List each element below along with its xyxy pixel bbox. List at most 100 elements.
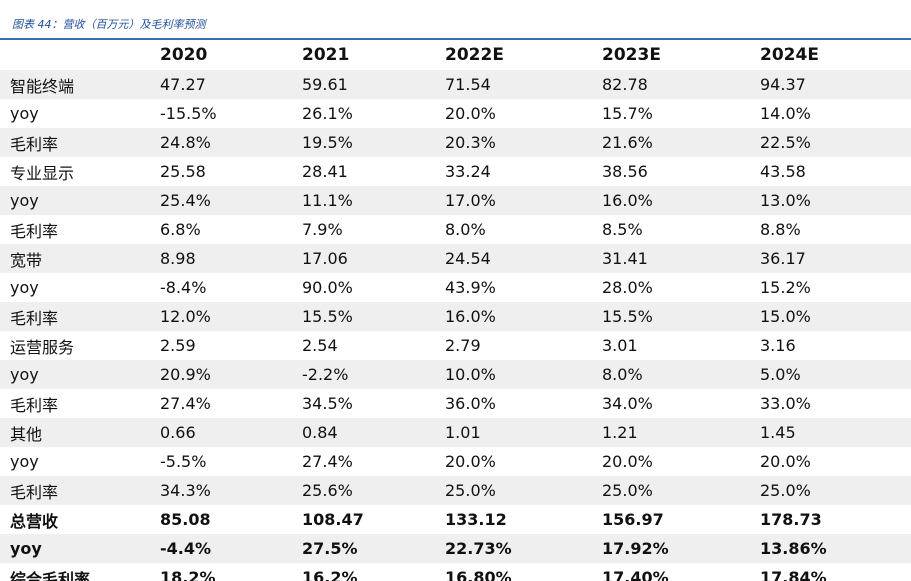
cell: 13.0% xyxy=(760,191,811,210)
cell: 5.0% xyxy=(760,365,801,384)
cell: 20.0% xyxy=(445,104,496,123)
header-cell: 2022E xyxy=(445,45,504,65)
cell: 38.56 xyxy=(602,162,648,181)
cell: 28.41 xyxy=(302,162,348,181)
cell: 15.5% xyxy=(302,307,353,326)
cell: 24.8% xyxy=(160,133,211,152)
cell: 15.7% xyxy=(602,104,653,123)
row-label: 毛利率 xyxy=(10,221,59,241)
cell: 20.9% xyxy=(160,365,211,384)
cell: 25.4% xyxy=(160,191,211,210)
cell: 156.97 xyxy=(602,510,664,529)
cell: 25.58 xyxy=(160,162,206,181)
cell: 2.54 xyxy=(302,336,338,355)
cell: 15.5% xyxy=(602,307,653,326)
cell: 3.01 xyxy=(602,336,638,355)
cell: 71.54 xyxy=(445,75,491,94)
cell: 85.08 xyxy=(160,510,211,529)
table-row: 运营服务 2.59 2.54 2.79 3.01 3.16 xyxy=(0,331,911,360)
table-row: 智能终端 47.27 59.61 71.54 82.78 94.37 xyxy=(0,70,911,99)
header-cell xyxy=(0,40,160,70)
header-cell: 2020 xyxy=(160,45,208,65)
table-row: 总营收 85.08 108.47 133.12 156.97 178.73 xyxy=(0,505,911,534)
cell: 8.5% xyxy=(602,220,643,239)
cell: 24.54 xyxy=(445,249,491,268)
cell: 8.0% xyxy=(602,365,643,384)
cell: 34.0% xyxy=(602,394,653,413)
cell: -8.4% xyxy=(160,278,207,297)
cell: 16.0% xyxy=(445,307,496,326)
cell: 43.58 xyxy=(760,162,806,181)
cell: 25.0% xyxy=(445,481,496,500)
row-label: 毛利率 xyxy=(10,308,59,328)
table-row: yoy 20.9% -2.2% 10.0% 8.0% 5.0% xyxy=(0,360,911,389)
cell: 47.27 xyxy=(160,75,206,94)
cell: 43.9% xyxy=(445,278,496,297)
row-label: yoy xyxy=(10,191,39,210)
cell: 17.92% xyxy=(602,539,669,558)
cell: 15.0% xyxy=(760,307,811,326)
cell: 82.78 xyxy=(602,75,648,94)
cell: 90.0% xyxy=(302,278,353,297)
cell: 1.01 xyxy=(445,423,481,442)
cell: 34.3% xyxy=(160,481,211,500)
table-row: 毛利率 12.0% 15.5% 16.0% 15.5% 15.0% xyxy=(0,302,911,331)
cell: 17.84% xyxy=(760,568,827,581)
cell: 94.37 xyxy=(760,75,806,94)
table-title: 图表 44：营收（百万元）及毛利率预测 xyxy=(12,18,206,31)
cell: -15.5% xyxy=(160,104,217,123)
cell: 13.86% xyxy=(760,539,827,558)
row-label: yoy xyxy=(10,365,39,384)
table-row: yoy -4.4% 27.5% 22.73% 17.92% 13.86% xyxy=(0,534,911,563)
table-row: 综合毛利率 18.2% 16.2% 16.80% 17.40% 17.84% xyxy=(0,563,911,581)
row-label: 智能终端 xyxy=(10,76,75,96)
table-row: 毛利率 24.8% 19.5% 20.3% 21.6% 22.5% xyxy=(0,128,911,157)
cell: 27.4% xyxy=(160,394,211,413)
title-rule xyxy=(0,38,911,40)
row-label: 毛利率 xyxy=(10,482,59,502)
header-cell: 2024E xyxy=(760,45,819,65)
row-label: 运营服务 xyxy=(10,337,75,357)
cell: 20.0% xyxy=(760,452,811,471)
cell: 20.3% xyxy=(445,133,496,152)
cell: 14.0% xyxy=(760,104,811,123)
row-label: yoy xyxy=(10,452,39,471)
table-row: 毛利率 34.3% 25.6% 25.0% 25.0% 25.0% xyxy=(0,476,911,505)
table-row: 其他 0.66 0.84 1.01 1.21 1.45 xyxy=(0,418,911,447)
cell: 6.8% xyxy=(160,220,201,239)
cell: 17.06 xyxy=(302,249,348,268)
cell: 27.5% xyxy=(302,539,358,558)
table-row: yoy 25.4% 11.1% 17.0% 16.0% 13.0% xyxy=(0,186,911,215)
header-cell: 2023E xyxy=(602,45,661,65)
row-label: yoy xyxy=(10,278,39,297)
cell: 16.80% xyxy=(445,568,512,581)
row-label: yoy xyxy=(10,539,42,558)
row-label: 专业显示 xyxy=(10,163,75,183)
table-row: 宽带 8.98 17.06 24.54 31.41 36.17 xyxy=(0,244,911,273)
row-label: 宽带 xyxy=(10,250,43,270)
cell: -5.5% xyxy=(160,452,207,471)
cell: 22.5% xyxy=(760,133,811,152)
cell: 33.0% xyxy=(760,394,811,413)
cell: 26.1% xyxy=(302,104,353,123)
cell: 2.79 xyxy=(445,336,481,355)
cell: 28.0% xyxy=(602,278,653,297)
cell: 15.2% xyxy=(760,278,811,297)
row-label: 毛利率 xyxy=(10,395,59,415)
row-label: 综合毛利率 xyxy=(10,569,91,581)
table-row: 专业显示 25.58 28.41 33.24 38.56 43.58 xyxy=(0,157,911,186)
table-row: yoy -5.5% 27.4% 20.0% 20.0% 20.0% xyxy=(0,447,911,476)
cell: 19.5% xyxy=(302,133,353,152)
row-label: 总营收 xyxy=(10,511,59,531)
cell: 25.6% xyxy=(302,481,353,500)
cell: 7.9% xyxy=(302,220,343,239)
row-label: 其他 xyxy=(10,424,43,444)
cell: 25.0% xyxy=(760,481,811,500)
cell: 8.0% xyxy=(445,220,486,239)
cell: 11.1% xyxy=(302,191,353,210)
row-label: 毛利率 xyxy=(10,134,59,154)
cell: 10.0% xyxy=(445,365,496,384)
header-row: 2020 2021 2022E 2023E 2024E xyxy=(0,40,911,70)
cell: 108.47 xyxy=(302,510,364,529)
cell: 16.0% xyxy=(602,191,653,210)
